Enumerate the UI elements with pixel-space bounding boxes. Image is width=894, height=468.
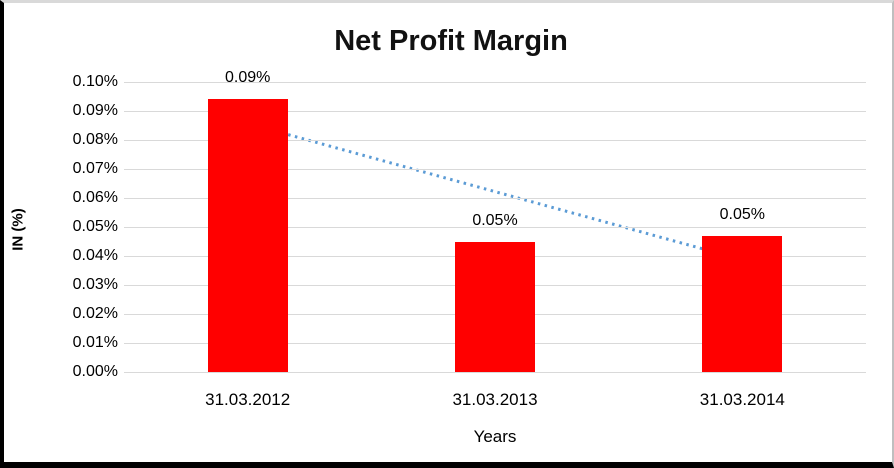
bar-data-label: 0.05% [472,211,518,229]
bar [455,241,535,372]
gridline [124,169,866,170]
y-axis-tick-label: 0.04% [72,247,118,264]
bar-data-label: 0.09% [224,69,271,87]
gridline [124,82,866,83]
x-axis-category-label: 31.03.2012 [205,390,291,409]
bar [702,235,783,372]
y-axis-tick-label: 0.05% [72,218,118,235]
y-axis-tick-label: 0.01% [72,334,118,351]
y-axis-tick-label: 0.06% [72,189,118,206]
y-axis-tick-label: 0.09% [72,102,118,119]
x-axis-category-label: 31.03.2013 [452,390,538,409]
y-axis-tick-label: 0.03% [72,276,118,293]
bar-data-label: 0.05% [719,205,766,223]
y-axis-tick-label: 0.08% [72,131,118,148]
y-axis-title: IN (%) [9,208,27,251]
gridline [124,111,866,112]
y-axis-tick-label: 0.10% [72,73,118,90]
y-axis-tick-label: 0.00% [72,363,118,380]
bar [207,99,288,372]
chart-title: Net Profit Margin [334,25,568,57]
y-axis-tick-label: 0.02% [72,305,118,322]
x-axis-title: Years [473,427,517,446]
gridline [124,198,866,199]
x-axis-category-label: 31.03.2014 [699,390,785,409]
gridline [124,140,866,141]
gridline [124,372,866,373]
gridline [124,227,866,228]
y-axis-tick-label: 0.07% [72,160,118,177]
